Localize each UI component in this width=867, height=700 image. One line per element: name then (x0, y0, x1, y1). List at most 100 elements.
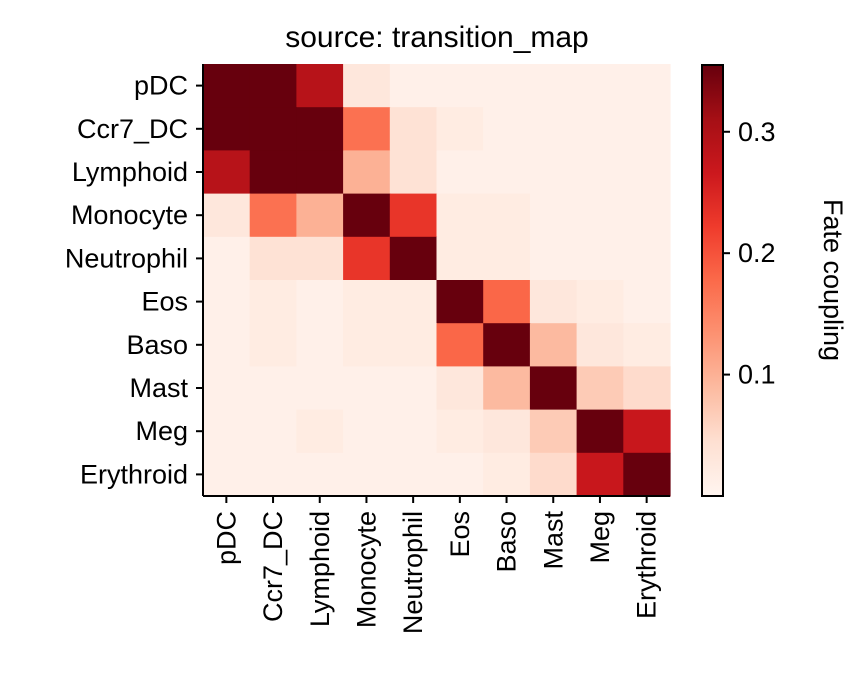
heatmap-cell (483, 64, 531, 108)
heatmap-cell (296, 107, 344, 151)
heatmap-cell (623, 236, 671, 281)
column-tick-label: Erythroid (632, 511, 662, 619)
heatmap-cell (529, 107, 578, 151)
heatmap-cell (529, 193, 578, 238)
heatmap-cell (249, 409, 297, 454)
heatmap-cell (389, 193, 438, 238)
heatmap-cell (576, 64, 624, 108)
heatmap-cell (296, 64, 344, 108)
heatmap-cell (296, 409, 344, 454)
heatmap-cell (249, 452, 297, 497)
row-tick-label: Ccr7_DC (77, 114, 188, 144)
column-tick-label: Baso (492, 511, 522, 573)
heatmap-cell (623, 64, 671, 108)
heatmap-cell (483, 193, 531, 238)
heatmap-cell (529, 323, 578, 367)
heatmap-cell (576, 236, 624, 281)
row-tick-label: Neutrophil (65, 243, 188, 273)
colorbar (701, 64, 724, 497)
heatmap-cell (296, 366, 344, 411)
heatmap-cell (296, 150, 344, 195)
heatmap-cell (389, 107, 438, 151)
heatmap-cell (576, 107, 624, 151)
row-tick-label: Lymphoid (72, 157, 188, 187)
row-tick-labels: pDC Ccr7_DC Lymphoid Monocyte Neutrophil Eos B… (65, 71, 203, 489)
heatmap-cell (389, 150, 438, 195)
heatmap-cell (483, 452, 531, 497)
heatmap-cell (576, 280, 624, 324)
heatmap-cell (203, 193, 251, 238)
heatmap-cell (576, 150, 624, 195)
heatmap-cell (576, 452, 624, 497)
heatmap-cell (623, 323, 671, 367)
heatmap-cell (576, 409, 624, 454)
heatmap-cell (529, 366, 578, 411)
column-tick-label: Eos (445, 511, 475, 558)
heatmap-cell (623, 193, 671, 238)
heatmap-cell (249, 236, 297, 281)
row-tick-label: Erythroid (80, 459, 188, 489)
heatmap-cell (249, 107, 297, 151)
heatmap-cell (249, 64, 297, 108)
heatmap-cell (249, 280, 297, 324)
heatmap-cell (436, 409, 484, 454)
heatmap-cell (483, 366, 531, 411)
colorbar-tick-label: 0.1 (738, 360, 776, 390)
column-tick-labels: pDC Ccr7_DC Lymphoid Monocyte Neutrophil Eos B… (211, 496, 662, 634)
heatmap-cell (343, 236, 391, 281)
heatmap-cell (389, 409, 438, 454)
heatmap-cell (389, 64, 438, 108)
heatmap-cell (436, 236, 484, 281)
heatmap-cell (623, 452, 671, 497)
heatmap-cell (203, 409, 251, 454)
heatmap-cell (296, 452, 344, 497)
colorbar-ticks: 0.1 0.2 0.3 (723, 117, 776, 390)
heatmap-cell (203, 236, 251, 281)
heatmap-cell (436, 366, 484, 411)
heatmap-cell (436, 107, 484, 151)
heatmap-cell (389, 366, 438, 411)
column-tick-label: Ccr7_DC (258, 511, 288, 622)
row-tick-label: Eos (141, 287, 188, 317)
heatmap-cell (529, 150, 578, 195)
column-tick-label: Monocyte (351, 511, 381, 628)
heatmap-cell (483, 323, 531, 367)
column-tick-label: Meg (585, 511, 615, 564)
heatmap-cell (576, 323, 624, 367)
heatmap-cell (296, 280, 344, 324)
heatmap-cell (389, 452, 438, 497)
heatmap-cell (296, 236, 344, 281)
heatmap-cell (203, 452, 251, 497)
heatmap-cell (623, 366, 671, 411)
heatmap-cell (343, 323, 391, 367)
heatmap-cell (436, 452, 484, 497)
heatmap-cell (389, 323, 438, 367)
heatmap-cell (483, 236, 531, 281)
heatmap-cell (203, 323, 251, 367)
heatmap-cell (249, 150, 297, 195)
heatmap-cells (203, 64, 671, 497)
heatmap-cell (249, 366, 297, 411)
heatmap-cell (249, 323, 297, 367)
heatmap-cell (436, 64, 484, 108)
heatmap-cell (436, 193, 484, 238)
heatmap-cell (343, 107, 391, 151)
chart-title: source: transition_map (285, 21, 589, 54)
heatmap-cell (483, 280, 531, 324)
colorbar-label: Fate coupling (818, 199, 848, 361)
row-tick-label: Monocyte (71, 200, 188, 230)
heatmap-cell (203, 107, 251, 151)
heatmap-cell (576, 366, 624, 411)
column-tick-label: pDC (211, 511, 241, 565)
heatmap-cell (483, 107, 531, 151)
heatmap-cell (203, 280, 251, 324)
heatmap-cell (576, 193, 624, 238)
colorbar-tick-label: 0.3 (738, 117, 776, 147)
row-tick-label: Meg (135, 416, 188, 446)
heatmap-cell (389, 280, 438, 324)
colorbar-tick-label: 0.2 (738, 238, 776, 268)
heatmap-cell (436, 323, 484, 367)
row-tick-label: Mast (129, 373, 188, 403)
heatmap-cell (483, 150, 531, 195)
